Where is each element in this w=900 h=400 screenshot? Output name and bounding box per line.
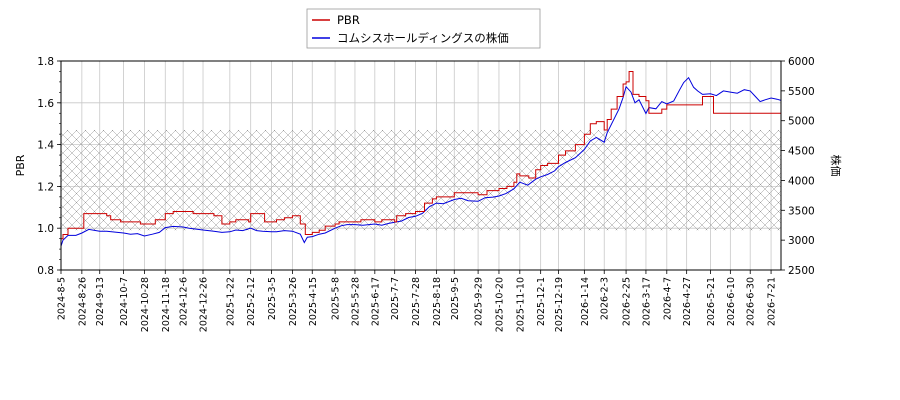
y-tick-label-right: 3500 (788, 205, 815, 217)
x-tick-label: 2026-7-21 (767, 277, 778, 326)
y-tick-label-left: 0.8 (37, 265, 54, 277)
legend-label: PBR (337, 13, 360, 27)
y-tick-label-left: 1.8 (37, 56, 54, 68)
y-tick-label-right: 2500 (788, 265, 815, 277)
y-tick-label-right: 5500 (788, 86, 815, 98)
legend-box (306, 8, 541, 49)
x-tick-label: 2025-12-1 (536, 277, 547, 326)
y-tick-label-right: 6000 (788, 56, 815, 68)
x-tick-label: 2025-12-19 (554, 277, 565, 332)
hatched-band (61, 129, 781, 231)
x-tick-label: 2025-7-7 (390, 277, 401, 320)
series-group (60, 71, 782, 247)
x-tick-label: 2024-10-28 (140, 277, 151, 332)
x-tick-label: 2024-11-18 (161, 277, 172, 332)
legend-label: コムシスホールディングスの株価 (337, 31, 509, 45)
y-axis-label-right: 株価 (829, 155, 843, 177)
y-axis-label-left: PBR (14, 154, 27, 176)
x-tick-label: 2024-8-26 (77, 277, 88, 326)
x-tick-label: 2024-12-6 (179, 277, 190, 326)
axes: 2024-8-5 2024-8-26 2024-9-13 2024-10-7 2024-… (37, 56, 814, 332)
x-tick-label: 2025-2-12 (246, 277, 257, 326)
y-tick-label-right: 3000 (788, 235, 815, 247)
x-tick-label: 2025-6-17 (370, 277, 381, 326)
legend: PBR コムシスホールディングスの株価 (306, 8, 541, 49)
x-tick-label: 2025-3-5 (267, 277, 278, 320)
x-tick-label: 2026-5-21 (706, 277, 717, 326)
stock-price-line (60, 76, 782, 247)
x-tick-label: 2026-2-3 (600, 277, 611, 320)
x-tick-label: 2024-10-7 (119, 277, 130, 326)
x-tick-label: 2025-1-22 (225, 277, 236, 326)
x-tick-label: 2025-11-10 (515, 277, 526, 332)
x-tick-label: 2025-5-8 (331, 277, 342, 320)
x-tick-label: 2026-6-30 (746, 277, 757, 326)
pbr-line (61, 71, 781, 240)
y-tick-label-left: 1.2 (37, 181, 54, 193)
y-tick-label-right: 5000 (788, 116, 815, 128)
x-tick-label: 2026-1-14 (580, 277, 591, 326)
x-tick-label: 2026-2-25 (622, 277, 633, 326)
x-tick-label: 2025-9-5 (450, 277, 461, 320)
x-tick-label: 2026-3-17 (641, 277, 652, 326)
y-tick-label-left: 1.6 (37, 98, 54, 110)
x-tick-label: 2025-5-28 (350, 277, 361, 326)
y-tick-label-left: 1.4 (37, 140, 54, 152)
x-tick-label: 2025-7-28 (411, 277, 422, 326)
y-tick-label-left: 1.0 (37, 223, 54, 235)
x-tick-label: 2026-6-10 (726, 277, 737, 326)
x-tick-label: 2025-10-20 (494, 277, 505, 332)
x-tick-label: 2025-9-29 (474, 277, 485, 326)
x-tick-label: 2024-9-13 (95, 277, 106, 326)
x-tick-label: 2025-4-15 (308, 277, 319, 326)
x-tick-label: 2025-3-26 (288, 277, 299, 326)
y-tick-label-right: 4500 (788, 146, 815, 158)
x-tick-label: 2026-4-27 (682, 277, 693, 326)
x-tick-label: 2026-4-7 (662, 277, 673, 320)
x-tick-label: 2024-12-26 (199, 277, 210, 332)
x-tick-label: 2024-8-5 (57, 277, 68, 320)
x-tick-label: 2025-8-18 (432, 277, 443, 326)
y-tick-label-right: 4000 (788, 175, 815, 187)
